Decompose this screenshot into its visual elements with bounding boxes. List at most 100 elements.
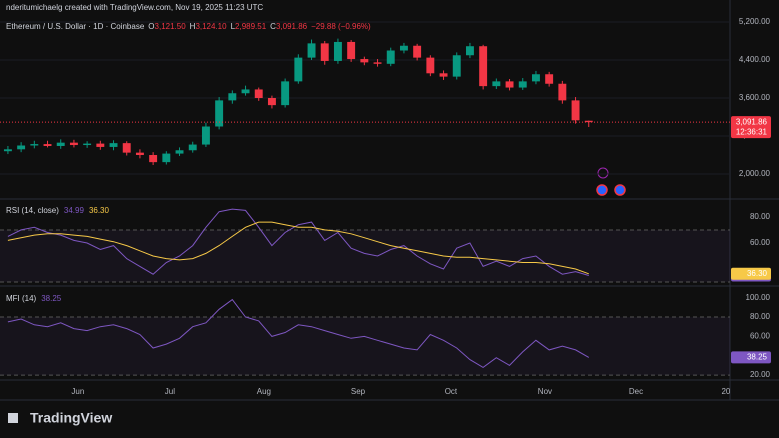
indicator-legend: MFI (14) 38.25 [6,294,62,303]
x-tick-label: Nov [538,387,552,396]
indicator-last-label-box [731,267,771,280]
candle-body [386,50,395,64]
candle-body [320,43,329,61]
band-fill [0,229,730,283]
logo-mark [8,413,18,423]
symbol: Ethereum / U.S. Dollar · 1D · Coinbase [6,22,145,31]
candle-body [241,89,250,94]
candle-body [333,41,342,61]
candle-body [109,143,118,147]
logo: TradingView [8,410,112,426]
candle-body [188,144,197,151]
candle-body [30,144,39,146]
candle-body [360,59,369,63]
candle-body [96,143,105,147]
candle-body [439,73,448,77]
ohlc-value: 2,989.51 [235,22,267,31]
y-tick-label: 4,400.00 [739,55,771,64]
ohlc-key: O [148,22,154,31]
candle-body [201,126,210,145]
indicator-value: 38.25 [41,294,62,303]
candle-body [43,144,52,146]
candle-body [373,62,382,64]
last-price-label-box [731,116,771,139]
event-icon [614,184,626,196]
candle-body [83,143,92,146]
indicator-value: 36.30 [89,206,110,215]
candle-body [531,74,540,82]
last-price-label: 3,091.86 [736,117,768,126]
indicator-title: MFI (14) [6,294,37,303]
y-tick-label: 20.00 [750,370,771,379]
x-tick-label: Sep [351,387,366,396]
candle-body [518,81,527,88]
ohlc-value: 3,121.50 [155,22,187,31]
candle-body [281,81,290,106]
indicator-last-label: 36.30 [747,269,768,278]
indicator-last-label: 38.25 [747,353,768,362]
y-tick-label: 100.00 [746,293,771,302]
x-tick-label: Jun [71,387,84,396]
candle-body [545,74,554,84]
x-tick-label: Dec [629,387,643,396]
ohlc-value: 3,091.86 [276,22,308,31]
last-price-label-sub: 12:36:31 [736,127,768,136]
candle-body [122,143,131,153]
candle-body [228,93,237,101]
indicator-line [7,221,589,275]
candle-body [56,142,65,146]
event-icon [596,184,608,196]
candle-body [17,145,26,150]
credit: nderitumichaelg created with TradingView… [6,3,263,12]
x-tick-label: 20 [721,387,730,396]
ohlc-key: L [231,22,236,31]
y-tick-label: 60.00 [750,331,771,340]
candle-body [267,98,276,106]
candle-body [413,45,422,58]
event-icon [597,167,609,179]
ohlc-value: 3,124.10 [195,22,227,31]
ohlc-key: C [270,22,276,31]
candle-body [505,81,514,88]
x-tick-label: Oct [445,387,458,396]
candle-body [558,83,567,101]
candle-body [175,150,184,154]
y-tick-label: 2,000.00 [739,169,771,178]
candle-body [492,81,501,87]
candle-body [215,100,224,127]
symbol-legend: Ethereum / U.S. Dollar · 1D · Coinbase O3… [6,22,371,31]
y-tick-label: 60.00 [750,238,771,247]
candle-body [584,120,593,123]
change: −29.88 (−0.96%) [311,22,371,31]
indicator-last-label-box [731,351,771,364]
candle-body [399,45,408,51]
candle-body [69,142,78,146]
candle-body [347,41,356,60]
y-tick-label: 3,600.00 [739,93,771,102]
indicator-legend: RSI (14, close) 34.99 36.30 [6,206,110,215]
candle-body [162,153,171,163]
y-tick-label: 80.00 [750,212,771,221]
candle-body [294,57,303,82]
brand: TradingView [30,410,112,426]
indicator-value: 34.99 [64,206,85,215]
indicator-line [7,298,590,368]
ohlc-key: H [190,22,196,31]
indicator-title: RSI (14, close) [6,206,59,215]
candle-body [149,155,158,163]
candle-body [254,89,263,99]
candle-body [3,149,12,152]
x-tick-label: Jul [165,387,175,396]
candle-body [307,43,316,58]
event-icons [596,167,626,196]
y-tick-label: 80.00 [750,312,771,321]
indicator-line [7,208,589,276]
x-tick-label: Aug [257,387,271,396]
candle-body [452,55,461,77]
y-tick-label: 5,200.00 [739,17,771,26]
candle-body [465,46,474,56]
candle-body [571,100,580,121]
